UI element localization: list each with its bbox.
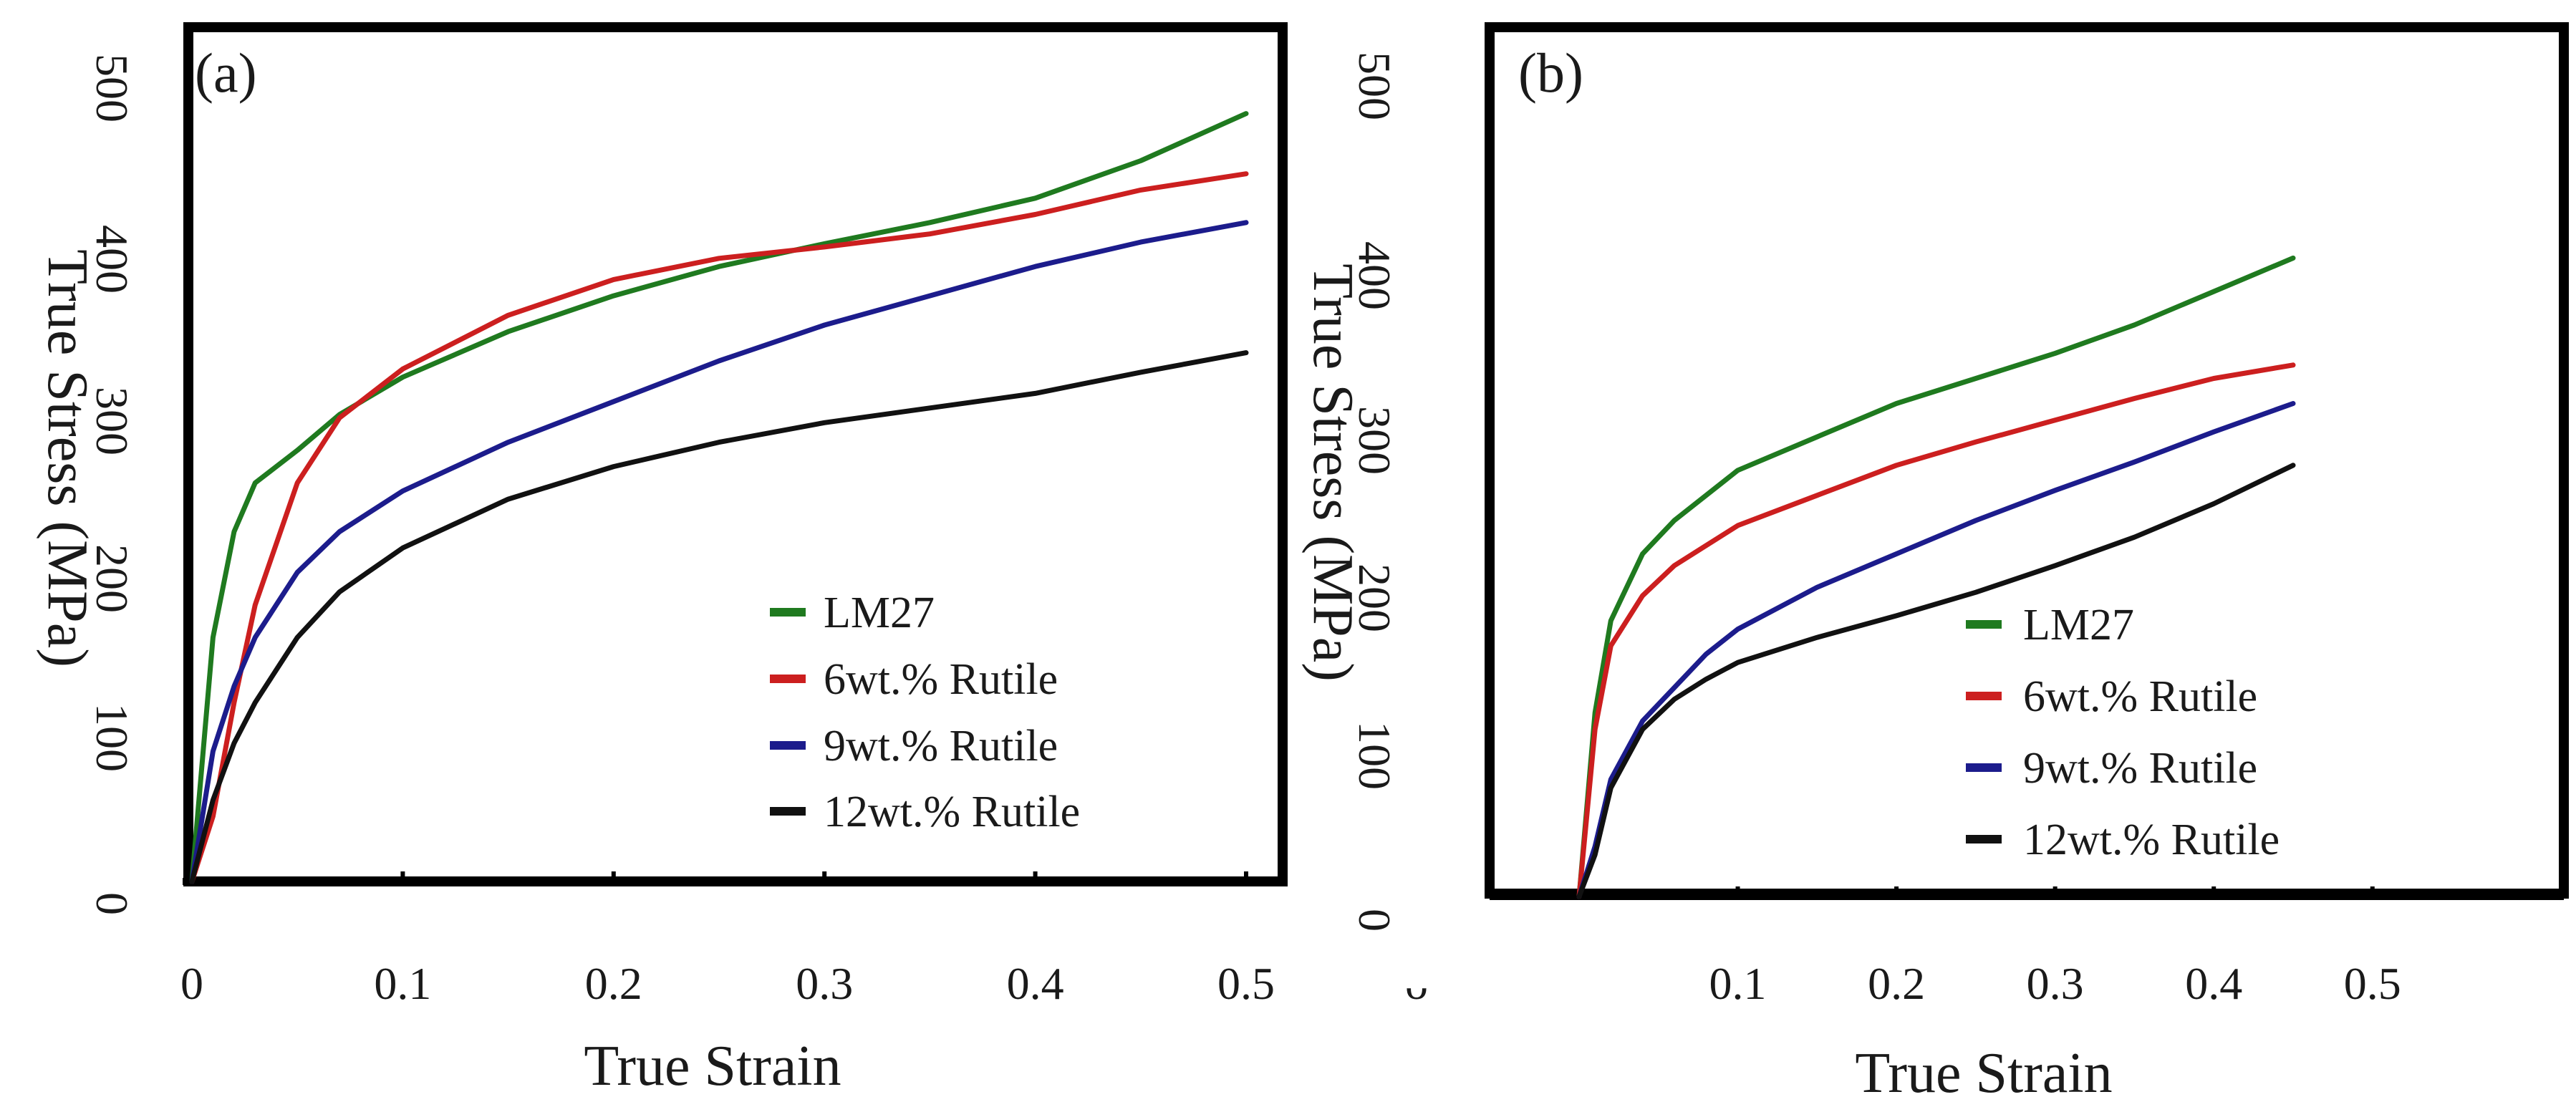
panel-b-x-tick-label: 0.2 [1868,958,1925,1009]
panel-a-frame [183,22,1288,886]
panel-b-label: (b) [1518,42,1583,104]
series-line-6wt-rutile [1576,362,2296,899]
panel-a-y-ticks: 0 100 200 300 400 500 [87,54,138,915]
panel-a-x-tick-label: 0.3 [796,958,853,1009]
panel-a-y-tick-label: 0 [87,892,138,915]
legend-label-6wt-rutile: 6wt.% Rutile [824,655,1058,704]
panel-a-series [189,111,1249,884]
legend-label-lm27: LM27 [2023,601,2134,649]
panel-b: (b) 0.1 0.2 0.3 0.4 0.5 ᴗ 0 100 200 300 … [1301,22,2569,1105]
panel-b-y-tick-label: 0 [1349,909,1400,932]
panel-b-x-origin-label: ᴗ [1405,958,1428,1009]
panel-a-x-axis-title: True Strain [584,1035,841,1098]
panel-a-x-tick-label: 0.4 [1007,958,1064,1009]
panel-b-y-tick-label: 100 [1349,721,1400,790]
panel-b-y-tick-label: 300 [1349,406,1400,475]
panel-b-x-ticks: 0.1 0.2 0.3 0.4 0.5 ᴗ [1405,886,2401,1009]
panel-b-y-tick-label: 200 [1349,564,1400,632]
legend-label-6wt-rutile: 6wt.% Rutile [2023,672,2257,721]
legend-label-lm27: LM27 [824,589,935,637]
legend-label-12wt-rutile: 12wt.% Rutile [2023,816,2280,864]
panel-a-y-axis-title: True Stress (MPa) [36,249,99,667]
panel-b-y-ticks: 0 100 200 300 400 500 [1349,52,1400,932]
panel-b-x-tick-label: 0.4 [2185,958,2242,1009]
legend-label-12wt-rutile: 12wt.% Rutile [824,788,1080,836]
panel-b-y-axis-title: True Stress (MPa) [1301,264,1364,682]
panel-a-y-tick-label: 300 [87,387,138,455]
panel-a-x-tick-label: 0.2 [585,958,642,1009]
panel-b-legend: LM27 6wt.% Rutile 9wt.% Rutile 12wt.% Ru… [1966,601,2280,864]
panel-a-y-tick-label: 100 [87,703,138,772]
panel-a-label: (a) [195,42,257,104]
panel-b-y-tick-label: 400 [1349,241,1400,310]
series-line-lm27 [189,111,1249,884]
panel-b-x-tick-label: 0.1 [1709,958,1767,1009]
panel-b-y-tick-label: 500 [1349,52,1400,120]
panel-a-x-tick-label: 0 [180,958,203,1009]
panel-a-x-tick-label: 0.1 [374,958,431,1009]
panel-b-x-axis-title: True Strain [1855,1042,2112,1105]
series-line-lm27 [1576,255,2296,899]
legend-label-9wt-rutile: 9wt.% Rutile [824,722,1058,770]
series-line-12wt-rutile [1576,463,2296,899]
panel-a-x-tick-label: 0.5 [1217,958,1275,1009]
panel-a-y-tick-label: 500 [87,54,138,122]
panel-a-x-ticks: 0 0.1 0.2 0.3 0.4 0.5 [180,871,1275,1009]
panel-a-y-tick-label: 200 [87,544,138,613]
series-line-12wt-rutile [189,350,1249,884]
series-line-9wt-rutile [1576,401,2296,899]
legend-label-9wt-rutile: 9wt.% Rutile [2023,744,2257,793]
panel-a-y-tick-label: 400 [87,225,138,294]
panel-b-x-tick-label: 0.3 [2027,958,2084,1009]
series-line-9wt-rutile [189,220,1249,884]
panel-b-series [1576,255,2296,899]
panel-a: (a) 0 0.1 0.2 0.3 0.4 0.5 0 100 200 300 … [36,22,1288,1098]
panel-a-legend: LM27 6wt.% Rutile 9wt.% Rutile 12wt.% Ru… [770,589,1080,836]
panel-b-x-tick-label: 0.5 [2344,958,2401,1009]
